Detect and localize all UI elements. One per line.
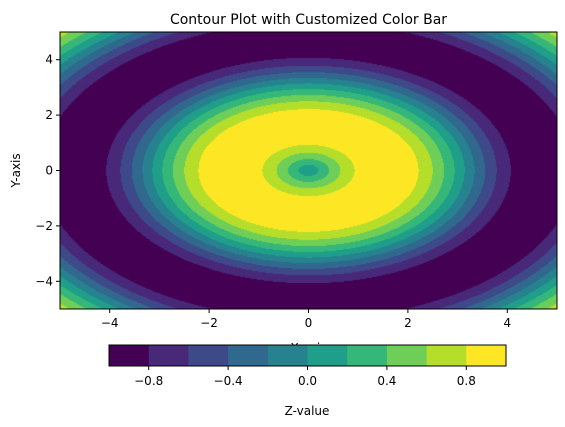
colorbar-tick-label: −0.4 <box>214 374 243 388</box>
colorbar-segment <box>307 345 348 366</box>
colorbar-segment <box>109 345 150 366</box>
x-tick-label: 0 <box>305 316 313 330</box>
colorbar-label: Z-value <box>285 404 330 418</box>
chart-title: Contour Plot with Customized Color Bar <box>170 12 447 28</box>
colorbar <box>108 344 507 367</box>
colorbar-segment <box>347 345 388 366</box>
colorbar-segment <box>466 345 507 366</box>
x-tick-label: −2 <box>200 316 218 330</box>
x-axis-ticks: −4 −2 0 2 4 <box>101 309 511 330</box>
y-tick-label: −4 <box>35 274 53 288</box>
x-tick-label: −4 <box>101 316 119 330</box>
y-axis-label: Y-axis <box>9 153 23 188</box>
contour-plot-area <box>60 32 557 309</box>
colorbar-segment <box>188 345 229 366</box>
colorbar-tick-label: 0.4 <box>377 374 396 388</box>
colorbar-segment <box>228 345 269 366</box>
contour-fill <box>60 32 557 309</box>
colorbar-tick-label: −0.8 <box>134 374 163 388</box>
y-tick-label: 4 <box>45 53 53 67</box>
x-tick-label: 4 <box>503 316 511 330</box>
colorbar-segment <box>426 345 467 366</box>
x-tick-label: 2 <box>404 316 412 330</box>
colorbar-segment <box>386 345 428 366</box>
colorbar-ticks: −0.8 −0.4 0.0 0.4 0.8 <box>134 366 476 388</box>
colorbar-tick-label: 0.0 <box>298 374 317 388</box>
y-axis-ticks: −4 −2 0 2 4 <box>35 53 60 288</box>
y-tick-label: −2 <box>35 219 53 233</box>
y-tick-label: 0 <box>45 164 53 178</box>
y-tick-label: 2 <box>45 108 53 122</box>
colorbar-segment <box>267 345 308 366</box>
colorbar-tick-label: 0.8 <box>457 374 476 388</box>
colorbar-segment <box>148 345 189 366</box>
